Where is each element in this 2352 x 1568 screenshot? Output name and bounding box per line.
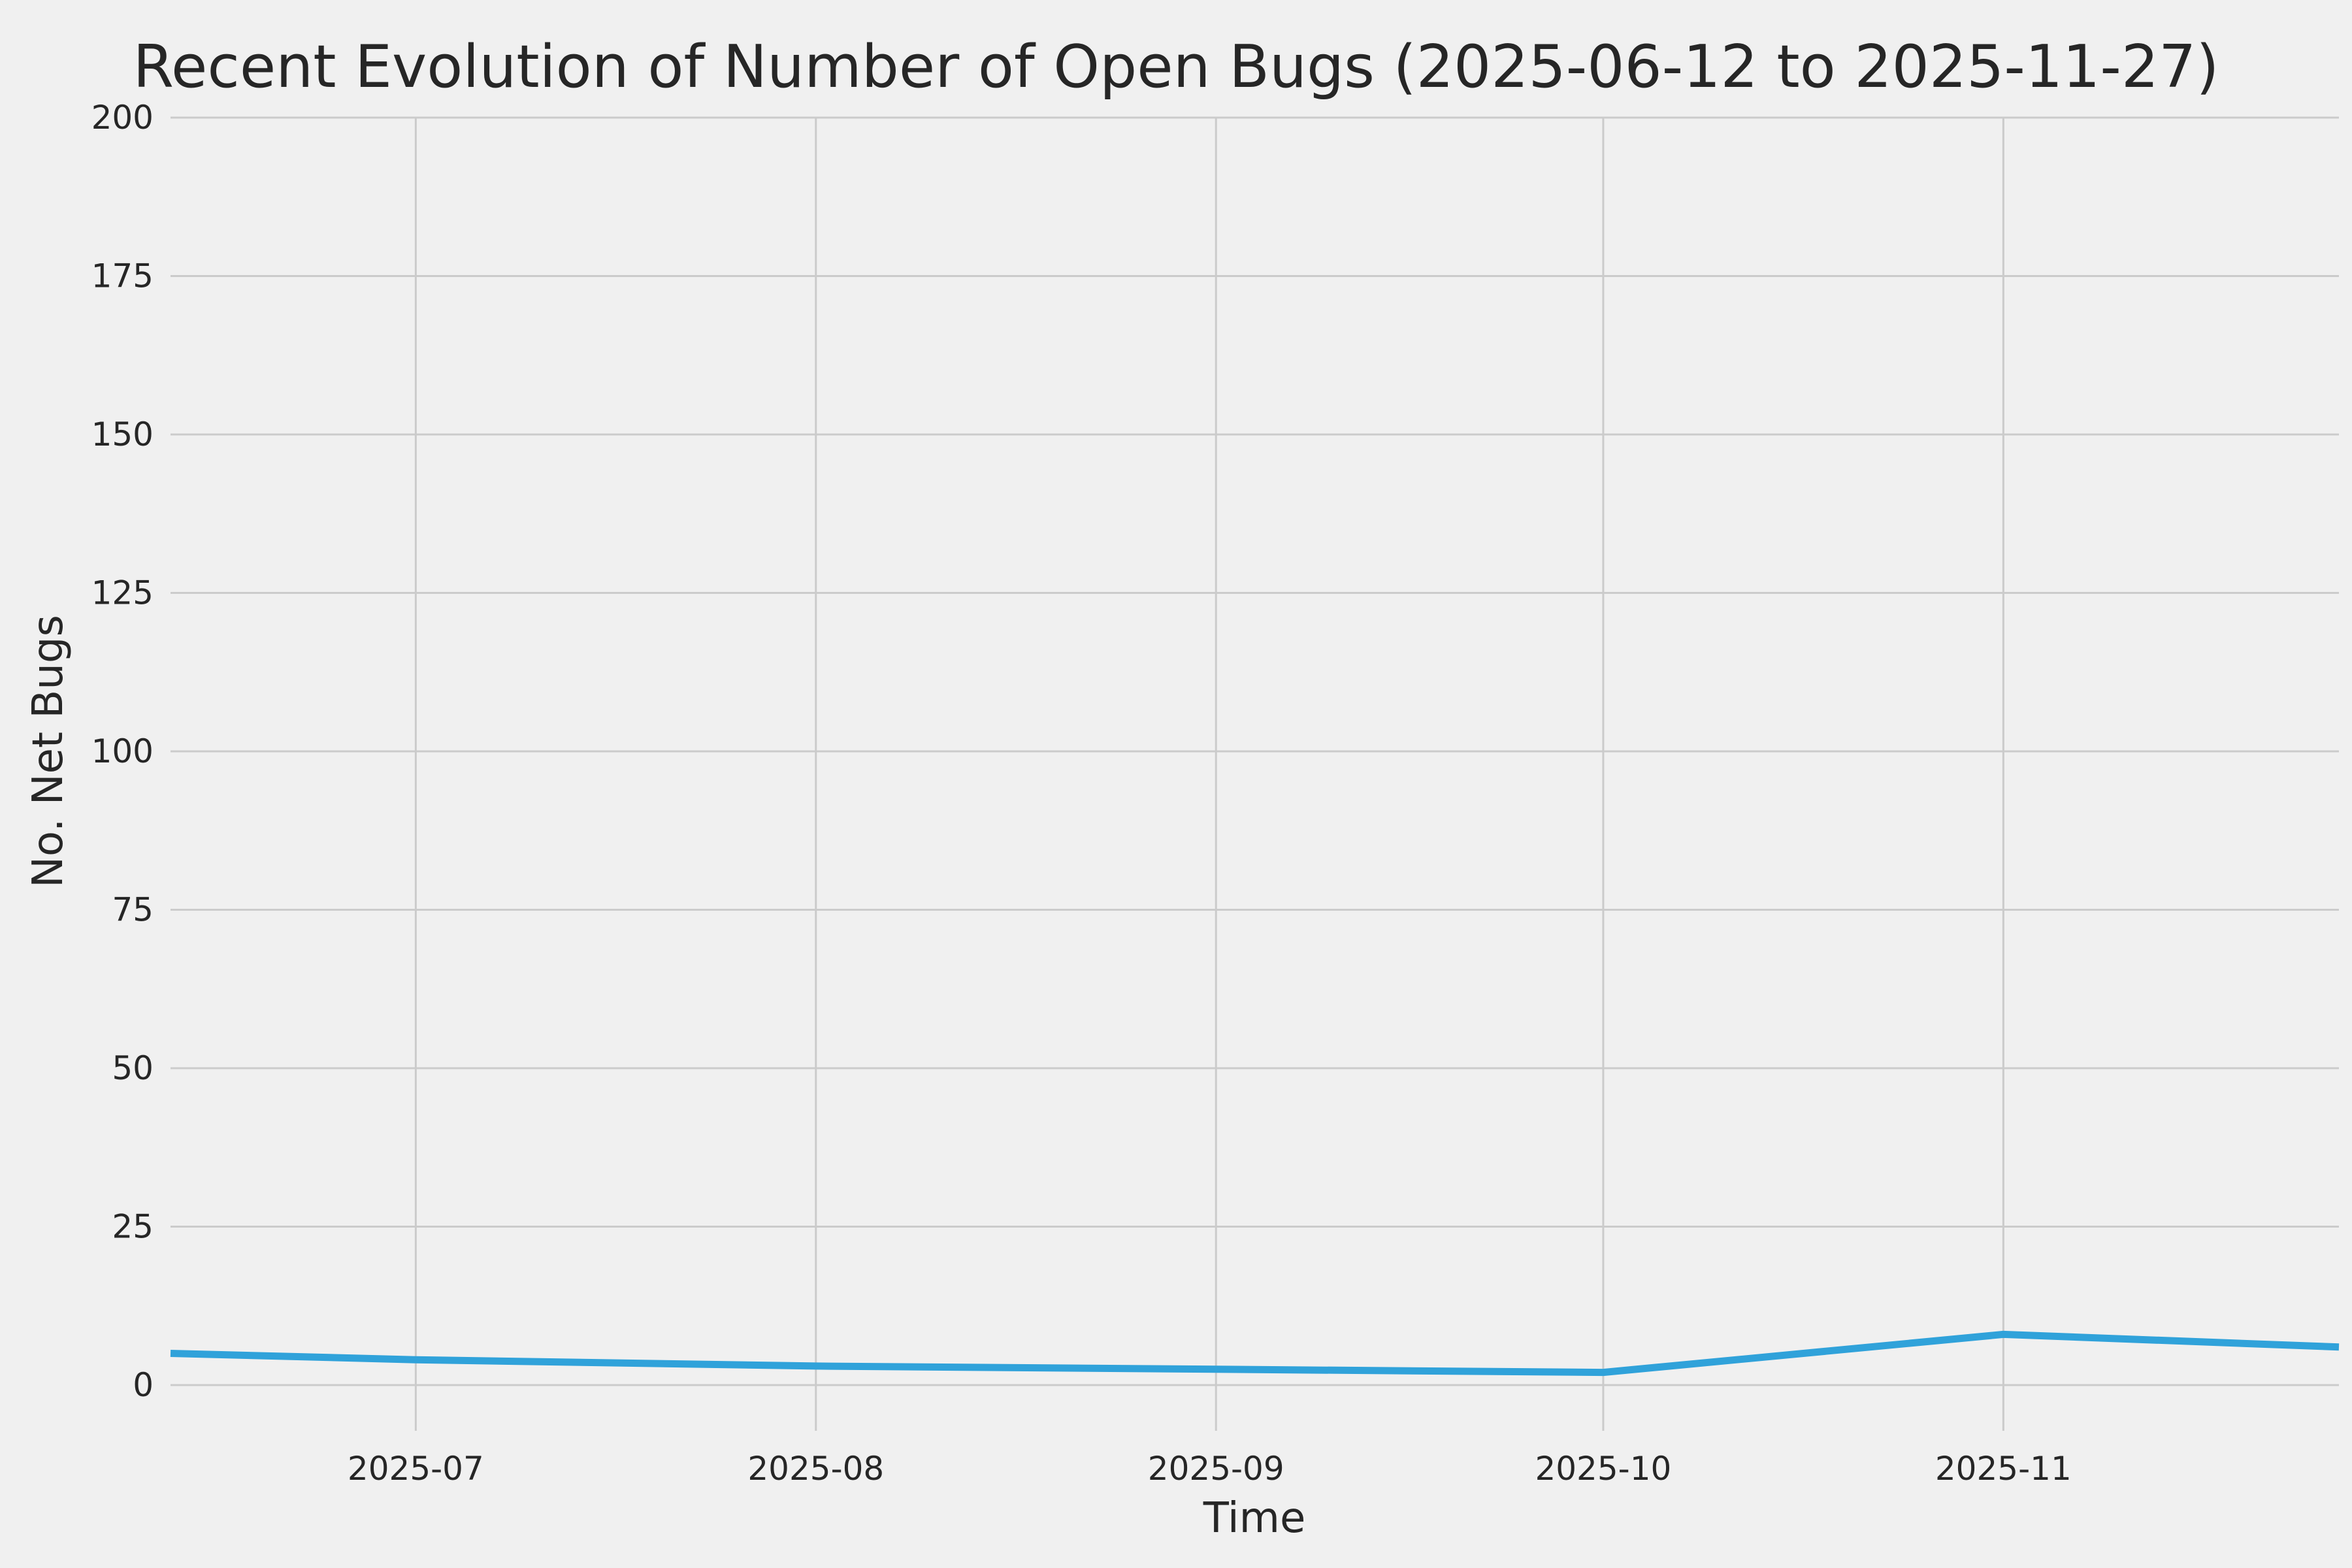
x-tick-labels: 2025-07 2025-08 2025-09 2025-10 2025-11 (348, 1450, 2072, 1488)
y-tick-label: 175 (91, 257, 154, 295)
y-tick-label: 200 (91, 99, 154, 137)
y-tick-label: 75 (112, 891, 154, 929)
y-tick-labels: 0 25 50 75 100 125 150 175 200 (91, 99, 154, 1404)
y-tick-label: 150 (91, 416, 154, 453)
x-axis-label: Time (1203, 1494, 1306, 1543)
y-gridlines (171, 116, 2339, 1386)
chart-title: Recent Evolution of Number of Open Bugs … (133, 33, 2219, 101)
x-tick-label: 2025-10 (1535, 1450, 1671, 1488)
y-tick-label: 50 (112, 1049, 154, 1087)
y-axis-label: No. Net Bugs (24, 615, 73, 888)
x-tick-label: 2025-08 (747, 1450, 884, 1488)
x-tick-label: 2025-09 (1148, 1450, 1284, 1488)
open-bugs-line (170, 1330, 2340, 1377)
x-tick-label: 2025-07 (348, 1450, 484, 1488)
x-gridlines (414, 118, 2004, 1431)
y-tick-label: 100 (91, 732, 154, 770)
y-tick-label: 125 (91, 574, 154, 612)
y-tick-label: 0 (133, 1366, 154, 1404)
y-tick-label: 25 (112, 1208, 154, 1246)
x-tick-label: 2025-11 (1935, 1450, 2072, 1488)
